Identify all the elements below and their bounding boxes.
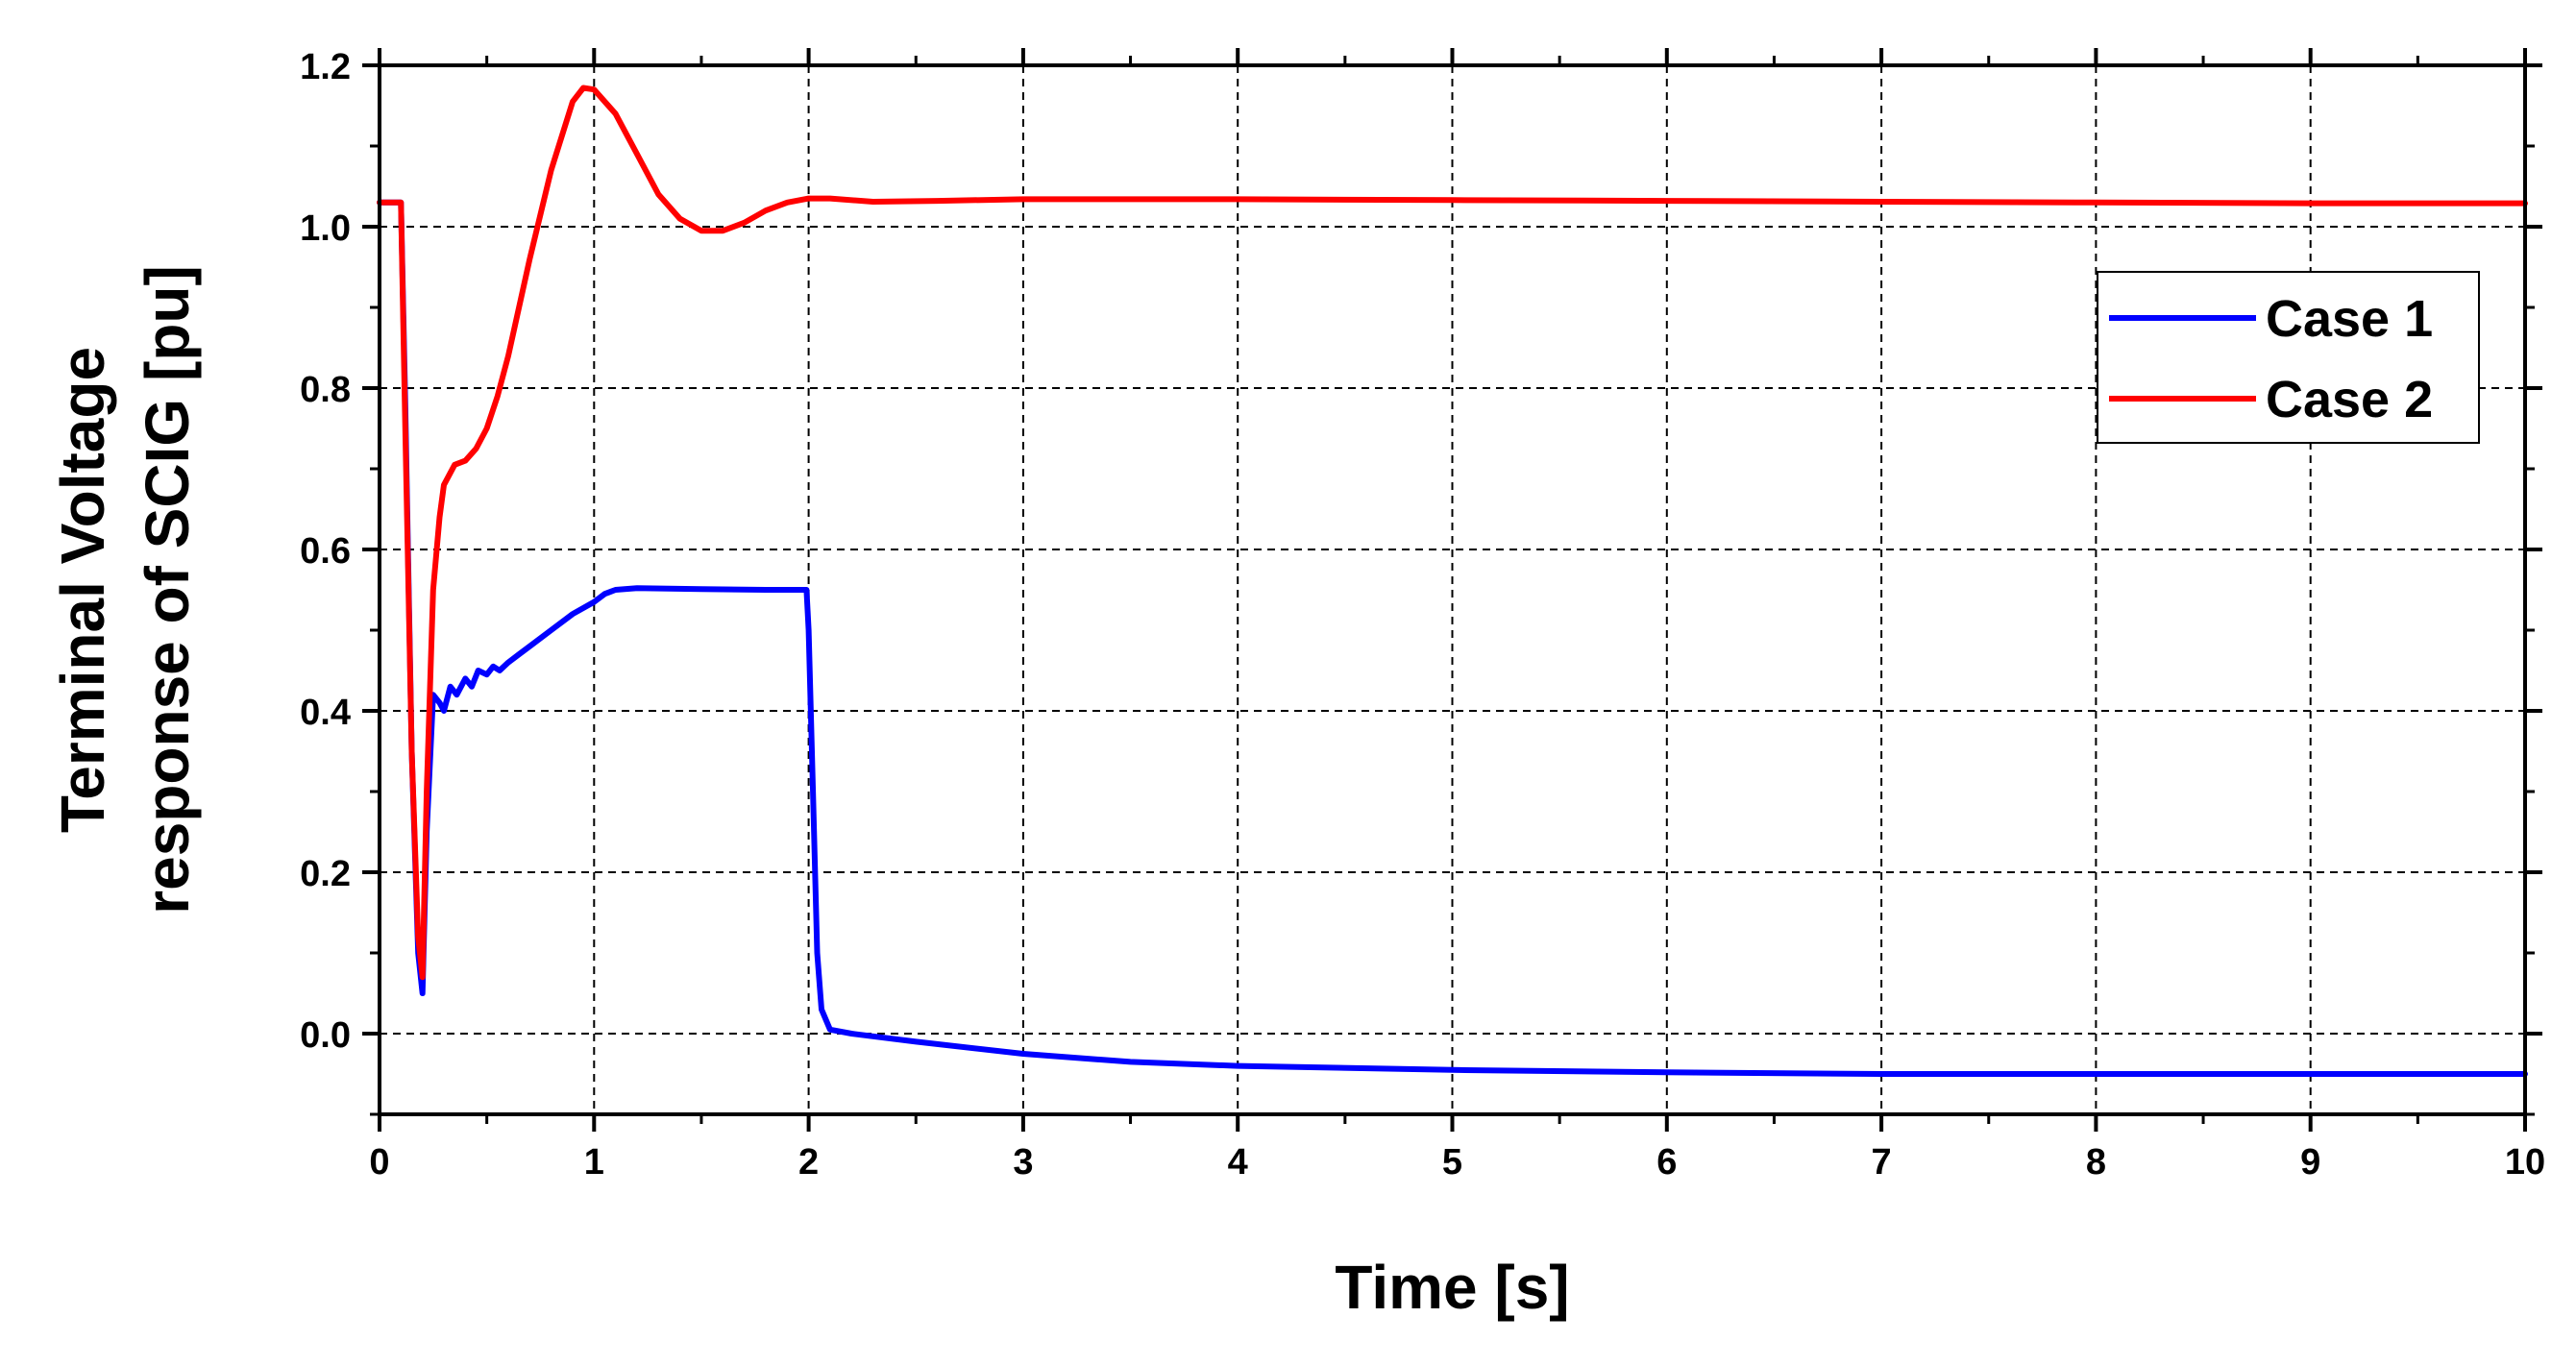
x-tick-label: 9 [2300,1142,2320,1183]
legend: Case 1 Case 2 [2097,271,2480,444]
axis-ticks [362,48,2542,1132]
series-line-case-1 [377,199,2528,1077]
x-tick-label: 5 [1442,1142,1462,1183]
tick-labels: 0 1 2 3 4 5 6 7 8 9 10 0.0 0.2 0.4 0.6 0.8 1.0 1.2 [300,47,2545,1183]
legend-box [2097,271,2480,444]
series-line-case-2 [377,85,2528,981]
legend-label-case-1: Case 1 [2266,290,2433,348]
x-tick-label: 6 [1656,1142,1677,1183]
legend-label-case-2: Case 2 [2266,371,2433,428]
y-axis-title-line2: response of SCIG [pu] [133,265,202,915]
x-tick-label: 3 [1013,1142,1033,1183]
y-tick-label: 0.4 [300,693,351,733]
y-tick-label: 0.6 [300,531,351,572]
x-tick-label: 7 [1872,1142,1892,1183]
y-tick-label: 0.0 [300,1015,351,1056]
y-tick-label: 1.0 [300,208,351,249]
y-axis-title-line1: Terminal Voltage [48,347,117,833]
x-tick-label: 8 [2086,1142,2106,1183]
y-tick-label: 1.2 [300,47,351,87]
x-tick-label: 1 [584,1142,604,1183]
series-group [377,85,2528,1077]
grid-lines [380,65,2525,1114]
y-tick-label: 0.2 [300,854,351,894]
x-tick-label: 2 [798,1142,819,1183]
x-axis-title: Time [s] [1335,1253,1569,1322]
x-tick-label: 0 [369,1142,389,1183]
x-tick-label: 10 [2505,1142,2545,1183]
x-tick-label: 4 [1228,1142,1248,1183]
y-tick-label: 0.8 [300,370,351,410]
